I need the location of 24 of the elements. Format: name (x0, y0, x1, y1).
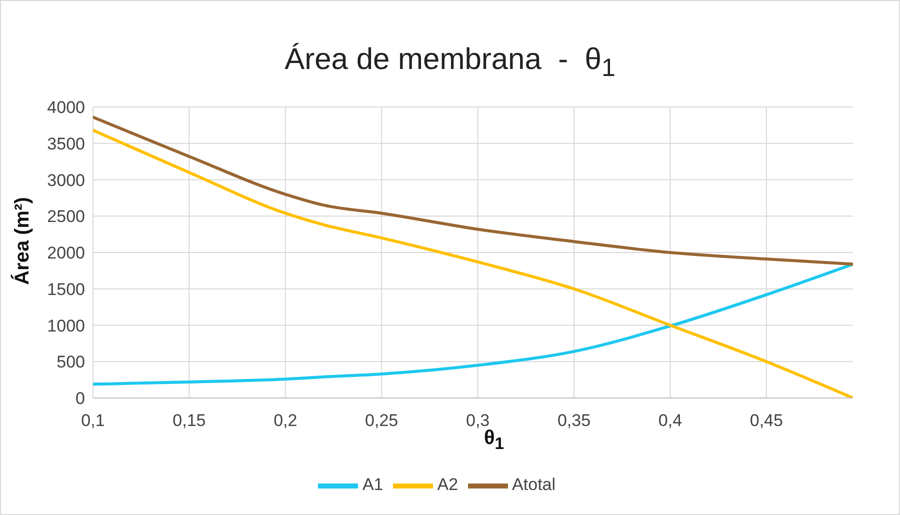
y-tick-label: 1000 (47, 316, 85, 336)
legend-label: Atotal (512, 475, 556, 494)
x-tick-label: 0,35 (557, 411, 591, 430)
y-tick-label: 500 (56, 352, 85, 372)
y-tick-label: 3500 (47, 134, 85, 154)
x-tick-label: 0,15 (172, 411, 206, 430)
line-series (93, 128, 853, 398)
x-tick-label: 0,2 (274, 411, 298, 430)
y-tick-label: 1500 (47, 280, 85, 299)
y-tick-label: 4000 (47, 98, 85, 118)
x-tick-label: 0,45 (750, 411, 783, 430)
x-tick-label: 0,4 (658, 411, 682, 430)
x-tick-label: 0,25 (365, 411, 398, 430)
legend-label: A2 (437, 475, 458, 494)
y-tick-label: 2500 (47, 207, 85, 226)
line-series (93, 262, 853, 386)
line-series (93, 116, 853, 266)
x-tick-label: 0,1 (81, 411, 105, 430)
chart-title: Área de membrana - θ$_{1}$ (284, 43, 616, 83)
y-tick-label: 0 (76, 389, 85, 408)
y-tick-label: 2000 (47, 244, 85, 263)
y-axis-title: Área (m²) (12, 197, 34, 285)
y-tick-label: 3000 (47, 170, 85, 190)
legend-label: A1 (362, 475, 384, 494)
